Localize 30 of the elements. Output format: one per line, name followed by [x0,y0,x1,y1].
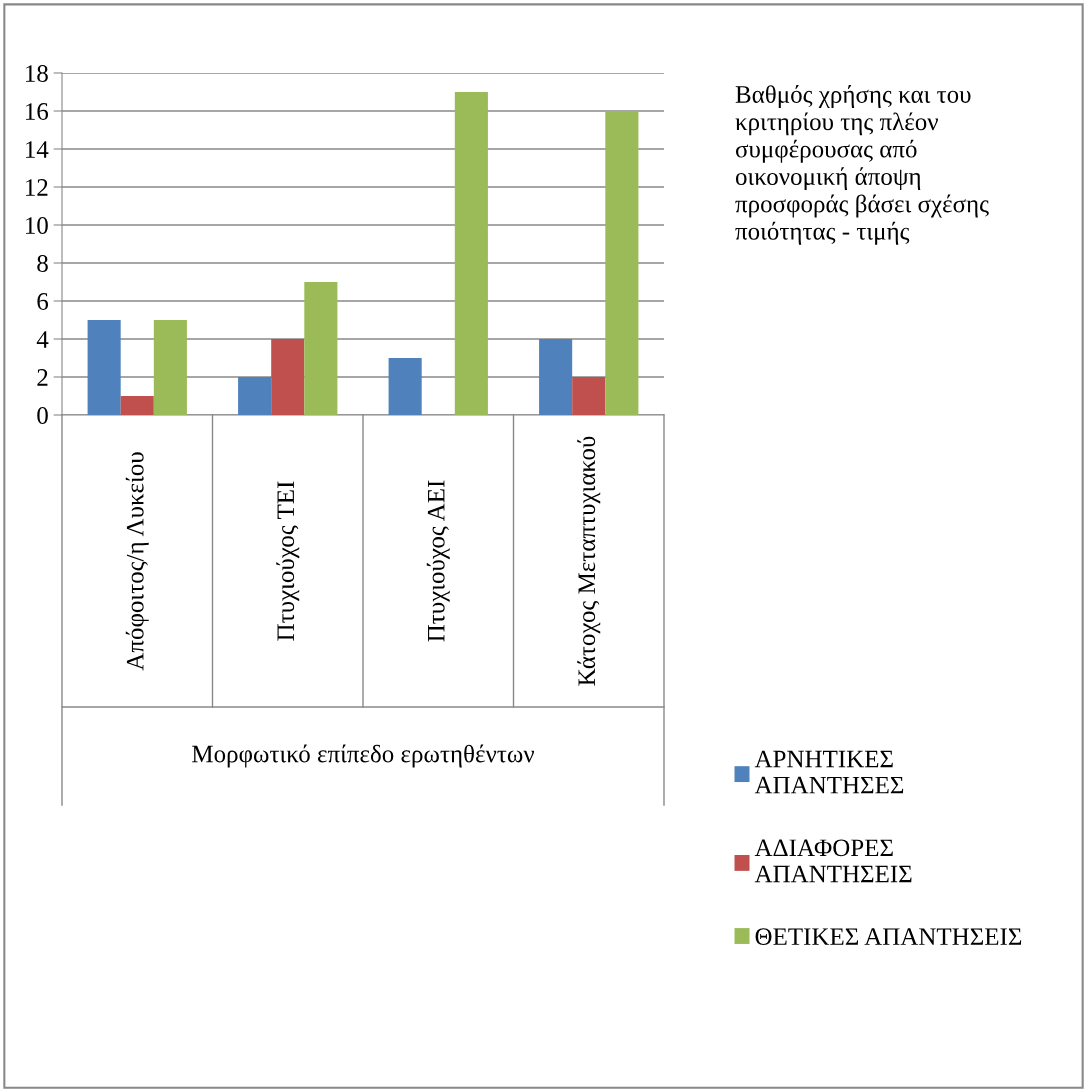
bar [454,92,488,415]
bar [304,282,338,415]
bar [120,396,154,415]
x-tick-label: Απόφοιτος/η Λυκείου [125,452,149,671]
legend-label: ΑΡΝΗΤΙΚΕΣ ΑΠΑΝΤΗΣΕΣ [754,750,904,794]
y-tick-label: 8 [37,255,48,272]
legend-label: ΘΕΤΙΚΕΣ ΑΠΑΝΤΗΣΕΙΣ [755,928,1022,946]
x-axis-title: Μορφωτικό επίπεδο ερωτηθέντων [192,744,535,768]
y-tick-label: 10 [26,217,48,234]
bar [271,339,305,415]
x-tick-label: Πτυχιούχος ΑΕΙ [426,480,450,642]
legend-label: ΑΔΙΑΦΟΡΕΣ ΑΠΑΝΤΗΣΕΙΣ [754,839,912,883]
bar [153,320,187,415]
y-tick-label: 16 [26,103,49,120]
y-tick-label: 14 [26,141,49,158]
y-tick-label: 18 [26,65,48,82]
bar [605,111,639,415]
y-tick-label: 0 [37,407,48,424]
y-tick-label: 6 [37,293,49,310]
bar [539,339,573,415]
bar [388,358,422,415]
x-tick-label: Πτυχιούχος ΤΕΙ [276,481,300,641]
y-tick-label: 4 [36,331,49,348]
y-tick-label: 12 [26,179,48,196]
bar [572,377,606,415]
bar [238,377,272,415]
bar [87,320,121,415]
x-tick-label: Κάτοχος Μεταπτυχιακού [577,436,601,686]
y-tick-label: 2 [37,369,48,386]
text: Βαθμός χρήσης και του κριτηρίου της πλέον συμφέρουσας από οικονομική άποψη προσφοράς βάσει σχέσης ποιότητας - τιμής [735,85,989,245]
